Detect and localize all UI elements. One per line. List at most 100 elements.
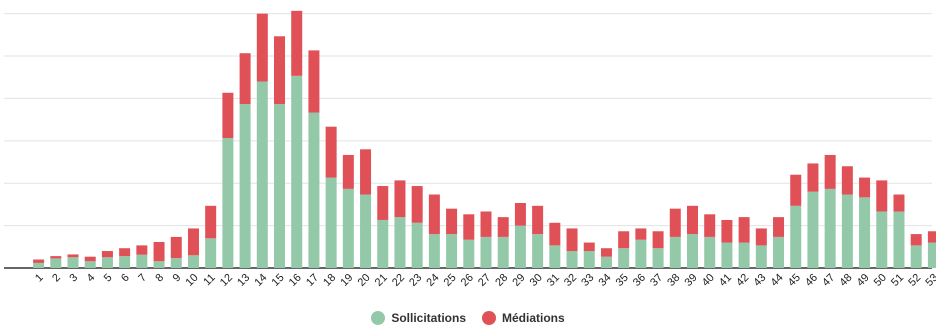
bar-sollicitations-week-14[interactable] [256, 81, 268, 268]
bar-sollicitations-week-32[interactable] [566, 251, 578, 268]
bar-sollicitations-week-39[interactable] [686, 234, 698, 268]
bar-sollicitations-week-12[interactable] [222, 138, 234, 268]
bar-mediations-week-49[interactable] [859, 177, 871, 198]
bar-sollicitations-week-34[interactable] [600, 256, 612, 268]
bar-mediations-week-38[interactable] [669, 208, 681, 237]
bar-mediations-week-21[interactable] [377, 186, 389, 220]
bar-sollicitations-week-48[interactable] [841, 194, 853, 268]
bar-mediations-week-1[interactable] [33, 259, 45, 263]
bar-mediations-week-43[interactable] [755, 228, 767, 246]
bar-sollicitations-week-13[interactable] [239, 104, 251, 268]
bar-sollicitations-week-7[interactable] [136, 254, 148, 268]
bar-sollicitations-week-16[interactable] [291, 75, 303, 269]
bar-sollicitations-week-29[interactable] [514, 225, 526, 268]
bar-sollicitations-week-11[interactable] [205, 238, 217, 268]
bar-mediations-week-2[interactable] [50, 256, 62, 259]
bar-sollicitations-week-44[interactable] [773, 236, 785, 268]
bar-mediations-week-48[interactable] [841, 166, 853, 195]
bar-mediations-week-17[interactable] [308, 50, 320, 113]
bar-sollicitations-week-43[interactable] [755, 245, 767, 268]
bar-sollicitations-week-23[interactable] [411, 222, 423, 268]
bar-sollicitations-week-36[interactable] [635, 239, 647, 268]
bar-sollicitations-week-37[interactable] [652, 248, 664, 268]
bar-mediations-week-41[interactable] [721, 219, 733, 243]
bar-sollicitations-week-15[interactable] [274, 104, 286, 268]
bar-mediations-week-23[interactable] [411, 186, 423, 223]
bar-sollicitations-week-45[interactable] [790, 205, 802, 268]
bar-mediations-week-30[interactable] [532, 205, 544, 235]
bar-sollicitations-week-20[interactable] [360, 194, 372, 268]
bar-mediations-week-12[interactable] [222, 92, 234, 138]
bar-sollicitations-week-25[interactable] [446, 234, 458, 268]
bar-mediations-week-24[interactable] [428, 194, 440, 235]
bar-mediations-week-34[interactable] [600, 248, 612, 257]
bar-sollicitations-week-30[interactable] [532, 234, 544, 268]
bar-sollicitations-week-31[interactable] [549, 245, 561, 268]
bar-mediations-week-46[interactable] [807, 163, 819, 192]
bar-sollicitations-week-47[interactable] [824, 188, 836, 268]
bar-sollicitations-week-53[interactable] [927, 242, 936, 268]
bar-mediations-week-39[interactable] [686, 205, 698, 235]
bar-mediations-week-7[interactable] [136, 245, 148, 255]
bar-sollicitations-week-19[interactable] [342, 188, 354, 268]
bar-sollicitations-week-33[interactable] [583, 251, 595, 268]
bar-sollicitations-week-2[interactable] [50, 258, 62, 268]
bar-sollicitations-week-18[interactable] [325, 177, 337, 268]
bar-sollicitations-week-27[interactable] [480, 236, 492, 268]
bar-mediations-week-5[interactable] [101, 251, 113, 258]
bar-mediations-week-31[interactable] [549, 222, 561, 246]
bar-mediations-week-3[interactable] [67, 254, 79, 258]
bar-mediations-week-45[interactable] [790, 174, 802, 206]
bar-sollicitations-week-4[interactable] [84, 261, 96, 268]
bar-sollicitations-week-9[interactable] [170, 258, 182, 268]
bar-sollicitations-week-28[interactable] [497, 236, 509, 268]
bar-mediations-week-44[interactable] [773, 217, 785, 237]
bar-sollicitations-week-40[interactable] [704, 236, 716, 268]
bar-sollicitations-week-50[interactable] [876, 211, 888, 268]
legend-item-sollicitations[interactable]: Sollicitations [371, 311, 466, 325]
bar-mediations-week-35[interactable] [618, 231, 630, 249]
bar-sollicitations-week-41[interactable] [721, 242, 733, 268]
bar-sollicitations-week-22[interactable] [394, 217, 406, 268]
bar-mediations-week-22[interactable] [394, 180, 406, 218]
bar-sollicitations-week-35[interactable] [618, 248, 630, 268]
bar-mediations-week-51[interactable] [893, 194, 905, 212]
bar-mediations-week-32[interactable] [566, 228, 578, 252]
bar-mediations-week-36[interactable] [635, 228, 647, 240]
bar-mediations-week-47[interactable] [824, 154, 836, 189]
bar-sollicitations-week-3[interactable] [67, 257, 79, 268]
bar-sollicitations-week-52[interactable] [910, 245, 922, 268]
bar-sollicitations-week-10[interactable] [187, 255, 199, 268]
bar-mediations-week-16[interactable] [291, 10, 303, 76]
bar-mediations-week-27[interactable] [480, 211, 492, 237]
bar-sollicitations-week-38[interactable] [669, 236, 681, 268]
bar-mediations-week-11[interactable] [205, 205, 217, 239]
bar-mediations-week-40[interactable] [704, 214, 716, 237]
bar-sollicitations-week-6[interactable] [119, 256, 131, 268]
bar-mediations-week-29[interactable] [514, 203, 526, 226]
bar-mediations-week-18[interactable] [325, 126, 337, 178]
bar-mediations-week-53[interactable] [927, 231, 936, 243]
bar-mediations-week-15[interactable] [274, 36, 286, 105]
bar-sollicitations-week-1[interactable] [33, 262, 45, 268]
bar-sollicitations-week-26[interactable] [463, 239, 475, 268]
bar-mediations-week-14[interactable] [256, 13, 268, 82]
bar-mediations-week-9[interactable] [170, 236, 182, 259]
bar-mediations-week-13[interactable] [239, 53, 251, 105]
bar-mediations-week-33[interactable] [583, 242, 595, 252]
bar-mediations-week-52[interactable] [910, 234, 922, 246]
bar-sollicitations-week-46[interactable] [807, 191, 819, 268]
bar-sollicitations-week-51[interactable] [893, 211, 905, 268]
bar-sollicitations-week-21[interactable] [377, 219, 389, 268]
bar-sollicitations-week-42[interactable] [738, 242, 750, 268]
bar-sollicitations-week-5[interactable] [101, 257, 113, 268]
bar-mediations-week-8[interactable] [153, 242, 165, 262]
bar-mediations-week-26[interactable] [463, 214, 475, 240]
bar-sollicitations-week-17[interactable] [308, 112, 320, 268]
bar-mediations-week-10[interactable] [187, 228, 199, 256]
bar-mediations-week-20[interactable] [360, 149, 372, 195]
bar-mediations-week-37[interactable] [652, 231, 664, 249]
bar-mediations-week-6[interactable] [119, 248, 131, 257]
legend-item-mediations[interactable]: Médiations [482, 311, 565, 325]
bar-mediations-week-50[interactable] [876, 180, 888, 212]
